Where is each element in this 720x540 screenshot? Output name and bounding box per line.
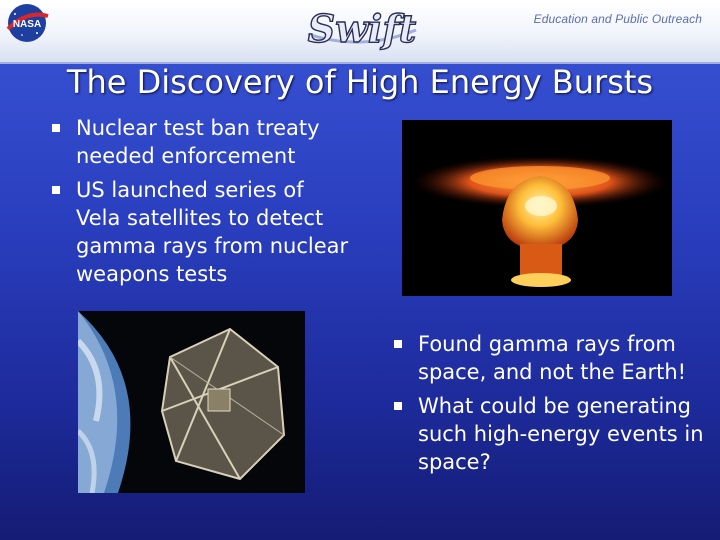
slide-title: The Discovery of High Energy Bursts bbox=[66, 63, 654, 101]
list-item: What could be generating such high-energ… bbox=[393, 392, 708, 476]
square-bullet-icon bbox=[394, 402, 402, 410]
slide-header: NASA Swift Education and Public Outreach bbox=[0, 0, 720, 64]
bullet-list-right: Found gamma rays from space, and not the… bbox=[393, 330, 708, 482]
list-item: Found gamma rays from space, and not the… bbox=[393, 330, 708, 386]
bullet-text: What could be generating such high-energ… bbox=[418, 394, 704, 474]
vela-satellite-image bbox=[78, 311, 305, 493]
bullet-list-left: Nuclear test ban treaty needed enforceme… bbox=[51, 114, 351, 294]
list-item: US launched series of Vela satellites to… bbox=[51, 176, 351, 288]
square-bullet-icon bbox=[394, 340, 402, 348]
nuclear-explosion-image bbox=[402, 120, 672, 296]
bullet-text: Found gamma rays from space, and not the… bbox=[418, 332, 687, 384]
list-item: Nuclear test ban treaty needed enforceme… bbox=[51, 114, 351, 170]
bullet-text: Nuclear test ban treaty needed enforceme… bbox=[76, 116, 320, 168]
svg-text:NASA: NASA bbox=[13, 19, 41, 30]
swift-logo: Swift bbox=[307, 5, 417, 51]
outreach-label: Education and Public Outreach bbox=[533, 12, 702, 26]
nasa-logo: NASA bbox=[6, 4, 49, 42]
square-bullet-icon bbox=[52, 186, 60, 194]
square-bullet-icon bbox=[52, 124, 60, 132]
bullet-text: US launched series of Vela satellites to… bbox=[76, 178, 349, 286]
svg-text:Swift: Swift bbox=[308, 6, 417, 51]
